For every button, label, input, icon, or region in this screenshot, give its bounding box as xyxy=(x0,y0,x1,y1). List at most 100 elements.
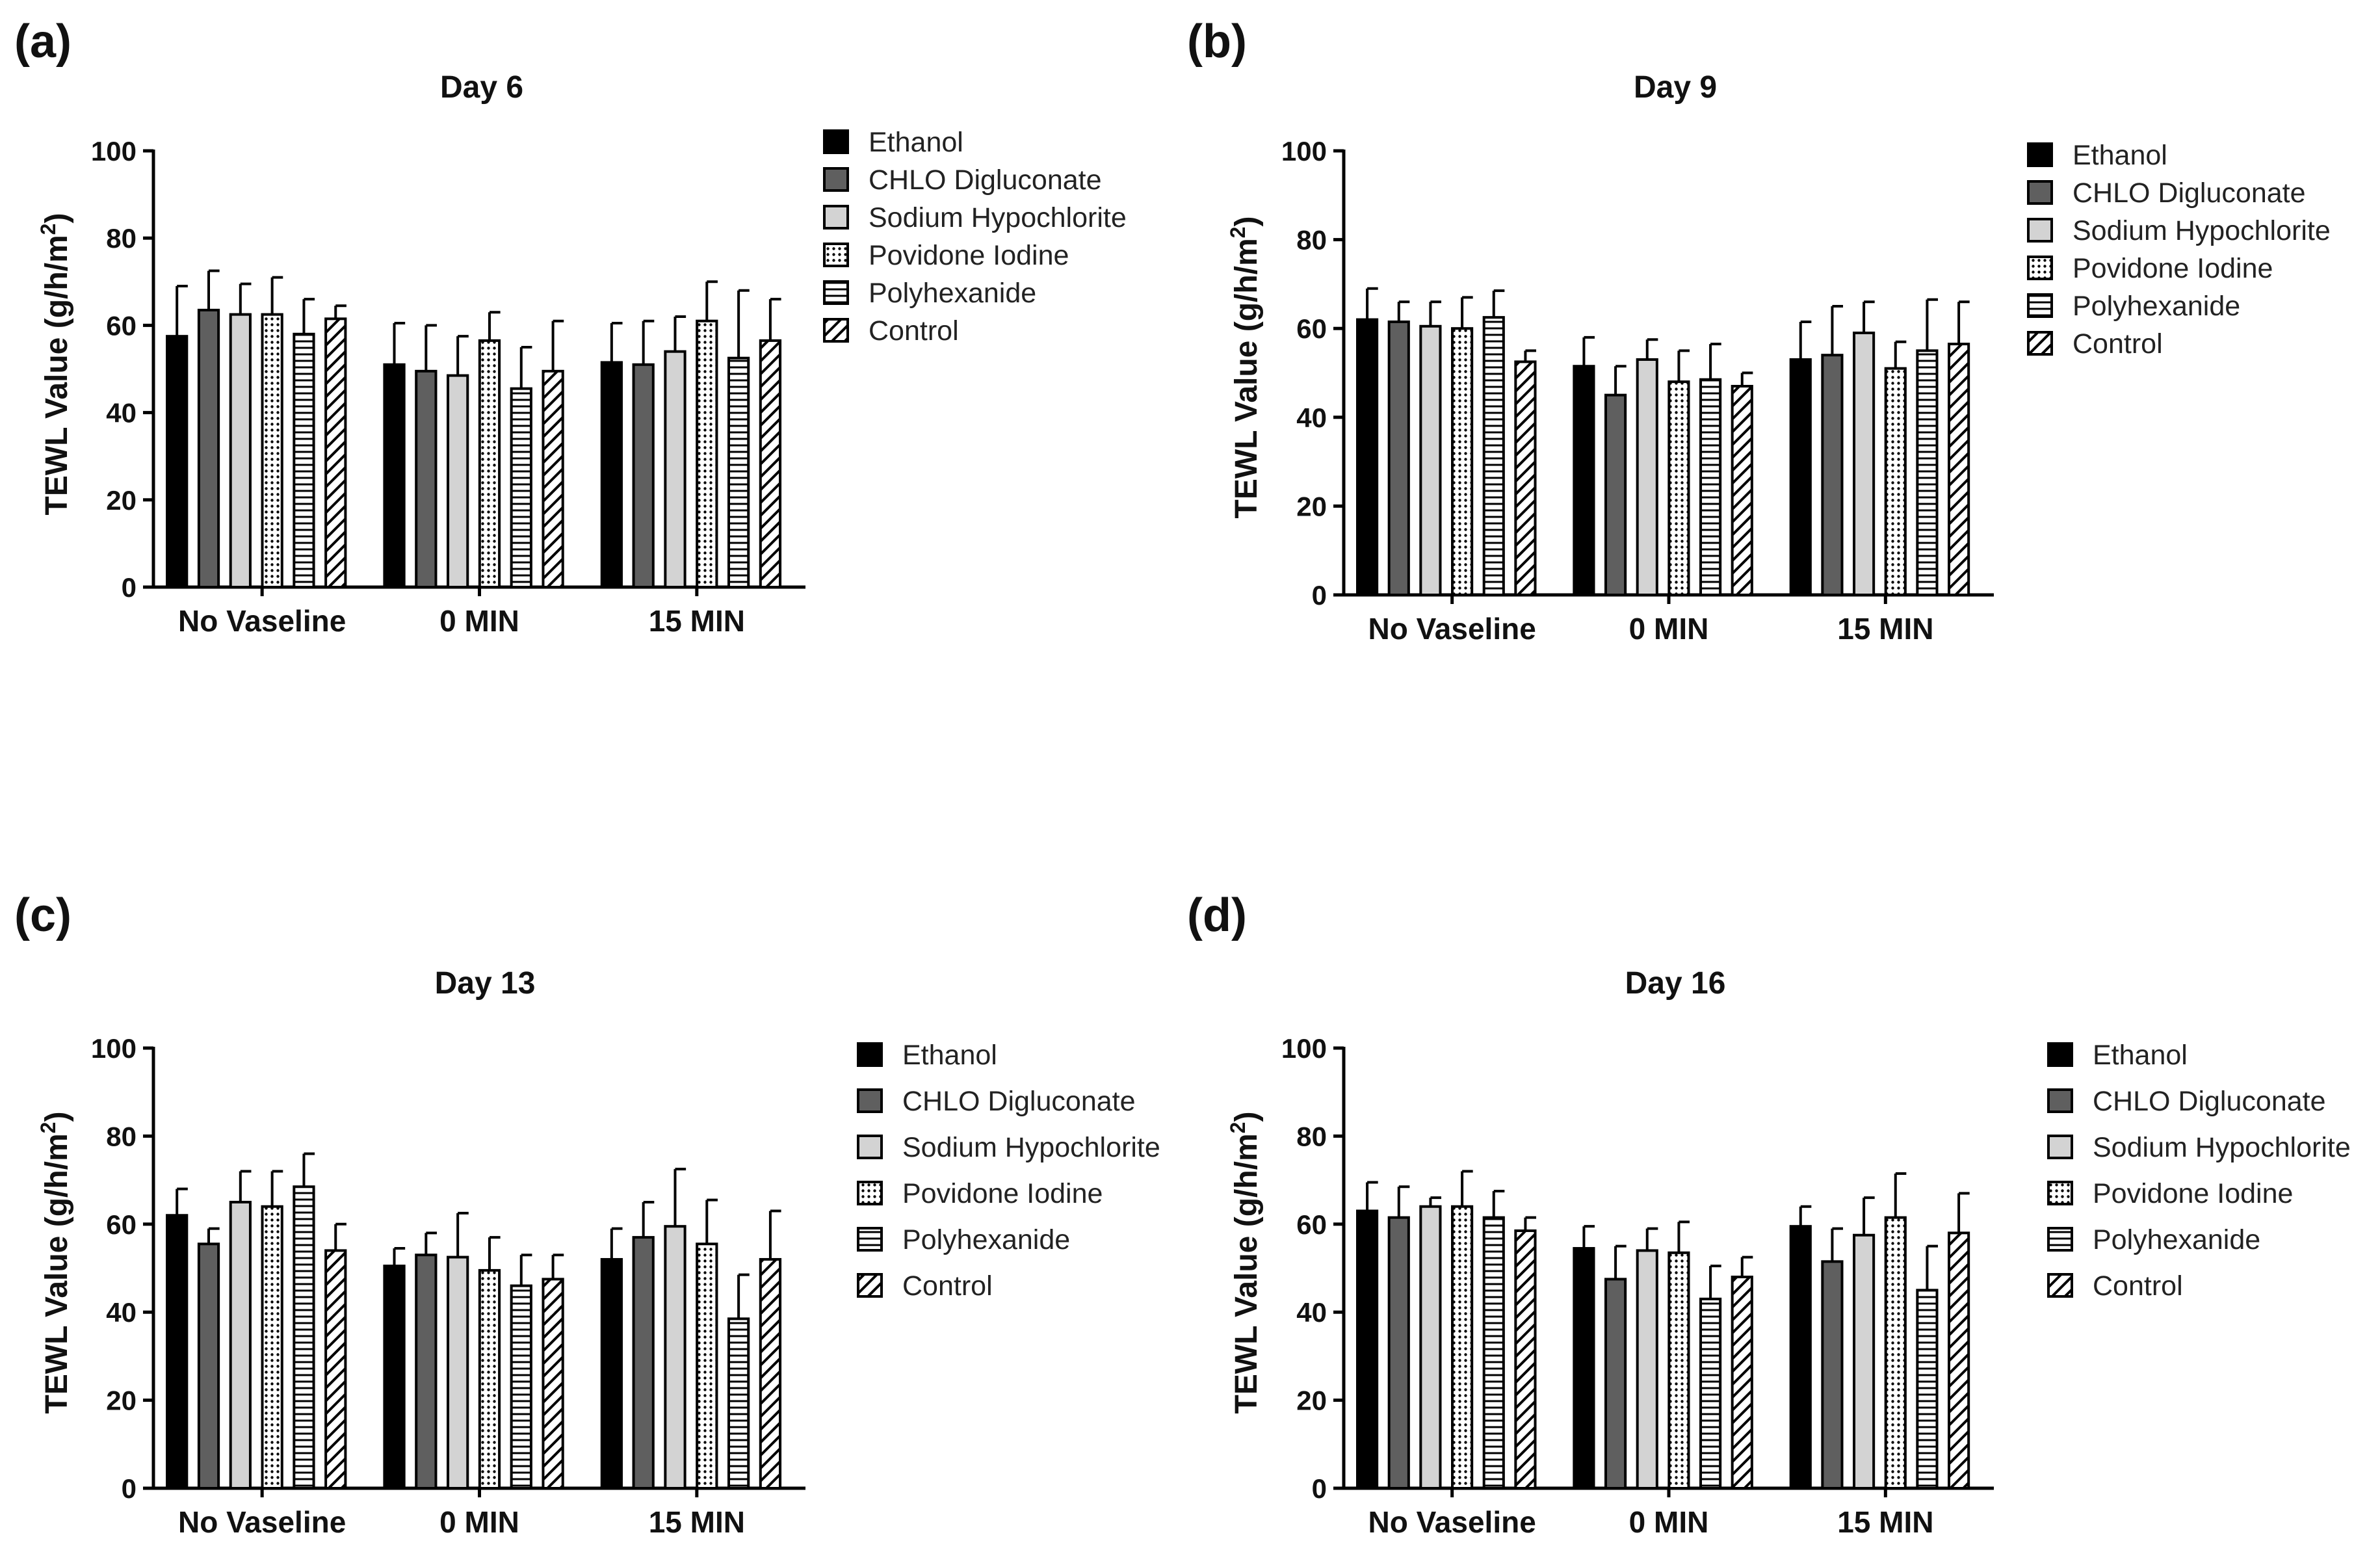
bar-b-0-min-polyhexanide xyxy=(1699,378,1722,596)
y-tick-label-b-60: 60 xyxy=(1296,313,1327,344)
bar-c-0-min-sodium-hypochlorite xyxy=(447,1255,469,1490)
plot-area-d: 0 20 40 60 80 100 No Vaseline 0 MIN 15 MIN Ethano… xyxy=(1281,1033,2351,1539)
y-tick-label-d-100: 100 xyxy=(1281,1033,1327,1064)
chart-title-d: Day 16 xyxy=(1625,966,1726,1001)
bar-a-0-min-control xyxy=(542,369,564,588)
bar-a-no-vaseline-polyhexanide xyxy=(293,332,315,588)
legend-label-c-chlo-digluconate: CHLO Digluconate xyxy=(902,1086,1136,1117)
bar-a-no-vaseline-control xyxy=(324,317,347,588)
legend-label-c-control: Control xyxy=(902,1270,993,1302)
bar-c-no-vaseline-control xyxy=(324,1249,347,1490)
legend-swatch-c-sodium-hypochlorite xyxy=(857,1135,883,1159)
y-tick-label-b-20: 20 xyxy=(1296,491,1327,521)
bar-c-15-min-chlo-digluconate xyxy=(632,1236,655,1490)
bar-b-15-min-control xyxy=(1948,343,1970,596)
bar-c-15-min-sodium-hypochlorite xyxy=(664,1225,687,1490)
bar-d-0-min-control xyxy=(1731,1276,1753,1490)
legend-label-c-ethanol: Ethanol xyxy=(902,1040,997,1071)
plot-area-b: 0 20 40 60 80 100 No Vaseline 0 MIN 15 MIN Ethano… xyxy=(1281,136,2331,646)
y-tick-label-c-80: 80 xyxy=(106,1121,137,1151)
bar-a-15-min-polyhexanide xyxy=(727,356,750,588)
legend-label-b-chlo-digluconate: CHLO Digluconate xyxy=(2073,177,2306,209)
x-tick-label-a-no-vaseline: No Vaseline xyxy=(178,604,346,638)
bar-a-0-min-chlo-digluconate xyxy=(415,369,438,588)
legend-swatch-d-control xyxy=(2047,1273,2073,1298)
bar-b-no-vaseline-chlo-digluconate xyxy=(1387,320,1410,596)
bar-b-no-vaseline-ethanol xyxy=(1356,318,1379,596)
bar-b-0-min-povidone-iodine xyxy=(1667,380,1690,596)
panel-label-d: (d) xyxy=(1187,889,1247,941)
bar-b-15-min-ethanol xyxy=(1789,358,1812,596)
legend-label-c-povidone-iodine: Povidone Iodine xyxy=(902,1178,1103,1209)
y-tick-label-a-20: 20 xyxy=(106,485,137,516)
bar-d-no-vaseline-chlo-digluconate xyxy=(1387,1216,1410,1490)
plot-area-a: 0 20 40 60 80 100 No Vaseline 0 MIN 15 MIN Ethano… xyxy=(91,127,1127,638)
x-tick-label-b-0-min: 0 MIN xyxy=(1629,612,1709,646)
legend-swatch-d-sodium-hypochlorite xyxy=(2047,1135,2073,1159)
bar-c-15-min-control xyxy=(759,1257,782,1490)
x-tick-label-d-no-vaseline: No Vaseline xyxy=(1368,1505,1536,1539)
bar-d-15-min-sodium-hypochlorite xyxy=(1853,1233,1876,1490)
bar-d-0-min-polyhexanide xyxy=(1699,1297,1722,1490)
y-tick-label-a-80: 80 xyxy=(106,223,137,254)
x-tick-label-a-0-min: 0 MIN xyxy=(439,604,519,638)
bar-d-15-min-polyhexanide xyxy=(1916,1289,1939,1490)
chart-title-c: Day 13 xyxy=(435,966,536,1001)
legend-label-b-polyhexanide: Polyhexanide xyxy=(2073,291,2240,322)
legend-swatch-b-chlo-digluconate xyxy=(2027,180,2053,205)
bar-d-15-min-ethanol xyxy=(1789,1225,1812,1490)
panel-label-c: (c) xyxy=(14,889,72,941)
bar-a-0-min-povidone-iodine xyxy=(478,339,501,588)
legend-swatch-d-polyhexanide xyxy=(2047,1227,2073,1252)
x-tick-label-d-15-min: 15 MIN xyxy=(1837,1505,1933,1539)
bar-a-no-vaseline-sodium-hypochlorite xyxy=(229,313,252,588)
bar-a-0-min-ethanol xyxy=(383,363,406,588)
legend-swatch-a-ethanol xyxy=(823,129,849,154)
legend-label-d-ethanol: Ethanol xyxy=(2093,1040,2188,1071)
legend-swatch-a-chlo-digluconate xyxy=(823,167,849,192)
legend-swatch-b-sodium-hypochlorite xyxy=(2027,218,2053,243)
bar-c-no-vaseline-sodium-hypochlorite xyxy=(229,1200,252,1490)
legend-swatch-c-ethanol xyxy=(857,1042,883,1067)
bar-b-15-min-sodium-hypochlorite xyxy=(1853,332,1876,597)
bar-c-no-vaseline-chlo-digluconate xyxy=(197,1242,220,1490)
bar-a-no-vaseline-ethanol xyxy=(166,335,189,588)
y-tick-label-d-80: 80 xyxy=(1296,1121,1327,1151)
panel-a: (a) Day 6 0 20 40 60 80 100 No Vaseline 0 MIN 15… xyxy=(14,16,1127,638)
y-tick-label-c-40: 40 xyxy=(106,1297,137,1328)
y-tick-label-a-40: 40 xyxy=(106,398,137,428)
y-tick-label-b-40: 40 xyxy=(1296,402,1327,433)
bar-d-no-vaseline-polyhexanide xyxy=(1482,1216,1505,1490)
bar-b-no-vaseline-povidone-iodine xyxy=(1451,327,1474,596)
legend-swatch-a-povidone-iodine xyxy=(823,243,849,267)
legend-label-c-sodium-hypochlorite: Sodium Hypochlorite xyxy=(902,1132,1160,1163)
bar-a-15-min-control xyxy=(759,339,782,588)
legend-label-a-polyhexanide: Polyhexanide xyxy=(869,278,1036,309)
bar-c-no-vaseline-povidone-iodine xyxy=(261,1205,283,1490)
bar-c-0-min-povidone-iodine xyxy=(478,1268,501,1490)
legend-label-a-control: Control xyxy=(869,315,959,347)
bar-d-0-min-ethanol xyxy=(1573,1247,1595,1490)
legend-label-d-povidone-iodine: Povidone Iodine xyxy=(2093,1178,2293,1209)
bar-b-15-min-chlo-digluconate xyxy=(1821,354,1844,596)
legend-swatch-c-control xyxy=(857,1273,883,1298)
bar-a-no-vaseline-povidone-iodine xyxy=(261,313,283,588)
bar-b-0-min-sodium-hypochlorite xyxy=(1636,358,1658,596)
bar-d-no-vaseline-ethanol xyxy=(1356,1209,1379,1490)
bar-a-0-min-sodium-hypochlorite xyxy=(447,374,469,588)
x-tick-label-d-0-min: 0 MIN xyxy=(1629,1505,1709,1539)
bar-b-no-vaseline-polyhexanide xyxy=(1482,316,1505,596)
legend-label-b-ethanol: Ethanol xyxy=(2073,140,2167,171)
legend-swatch-d-ethanol xyxy=(2047,1042,2073,1067)
legend-swatch-c-povidone-iodine xyxy=(857,1181,883,1205)
bar-b-0-min-control xyxy=(1731,384,1753,596)
x-tick-label-b-15-min: 15 MIN xyxy=(1837,612,1933,646)
y-tick-label-a-0: 0 xyxy=(122,572,137,603)
legend-swatch-d-povidone-iodine xyxy=(2047,1181,2073,1205)
bar-c-15-min-polyhexanide xyxy=(727,1317,750,1490)
legend-label-d-chlo-digluconate: CHLO Digluconate xyxy=(2093,1086,2326,1117)
legend-swatch-a-control xyxy=(823,318,849,343)
bar-c-15-min-povidone-iodine xyxy=(696,1242,718,1490)
legend-swatch-b-control xyxy=(2027,331,2053,356)
